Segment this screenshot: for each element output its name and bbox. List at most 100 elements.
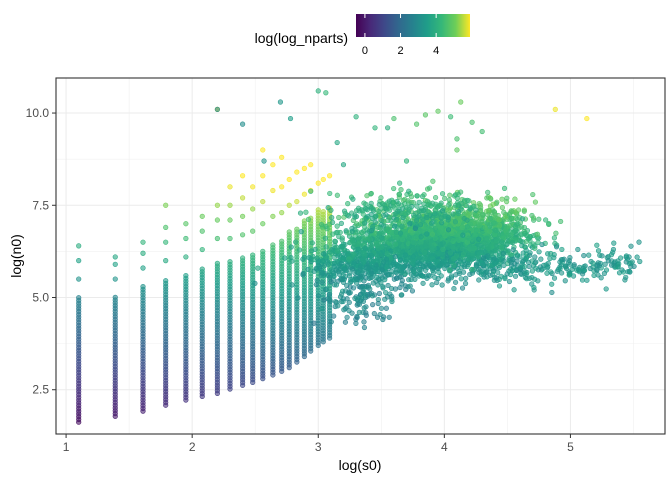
data-point <box>227 235 233 242</box>
data-point <box>523 238 529 245</box>
data-point <box>410 254 416 260</box>
data-point <box>367 236 373 242</box>
data-point <box>549 289 555 296</box>
data-point <box>418 239 424 245</box>
data-point <box>595 248 602 254</box>
data-point <box>501 262 507 269</box>
data-point <box>199 246 205 253</box>
data-point <box>399 223 405 229</box>
data-point <box>432 211 438 217</box>
data-point <box>260 147 266 153</box>
data-point <box>363 275 369 281</box>
data-point <box>392 286 399 292</box>
data-point <box>227 202 233 208</box>
data-point <box>287 115 294 122</box>
data-point <box>311 320 317 326</box>
data-point <box>321 297 327 303</box>
data-point <box>377 251 383 257</box>
data-point <box>458 276 464 282</box>
data-point <box>371 310 377 317</box>
data-point <box>464 224 470 230</box>
data-point <box>414 245 421 251</box>
data-point <box>345 201 351 207</box>
data-point <box>414 203 420 209</box>
data-point <box>608 252 615 258</box>
data-point <box>355 246 361 252</box>
data-point <box>341 266 348 273</box>
data-point <box>594 262 601 268</box>
data-point <box>364 230 370 236</box>
data-point <box>463 275 469 281</box>
data-point <box>584 277 590 283</box>
data-point <box>334 223 340 229</box>
data-point <box>376 231 382 237</box>
data-point <box>637 258 643 265</box>
data-point <box>342 288 349 294</box>
data-point <box>546 220 552 227</box>
y-tick-label: 7.5 <box>32 198 49 212</box>
data-point <box>163 278 169 284</box>
plot-panel <box>55 77 666 435</box>
data-point <box>562 278 568 284</box>
data-point <box>305 216 312 222</box>
data-point <box>451 285 457 292</box>
data-point <box>334 192 340 198</box>
data-point <box>603 286 609 292</box>
data-point <box>370 206 376 212</box>
data-point <box>398 202 405 208</box>
data-point <box>356 309 362 315</box>
data-point <box>429 244 435 250</box>
data-point <box>555 266 561 273</box>
data-point <box>347 279 353 286</box>
data-point <box>471 203 477 209</box>
x-tick-label: 5 <box>567 440 574 454</box>
data-point <box>282 255 288 261</box>
data-point <box>309 248 315 254</box>
data-point <box>453 272 459 278</box>
data-point <box>392 223 398 229</box>
data-point <box>344 304 350 310</box>
data-point <box>526 235 532 241</box>
data-point <box>553 244 560 250</box>
data-point <box>455 191 461 197</box>
data-point <box>384 251 391 257</box>
data-point <box>361 305 367 311</box>
data-point <box>376 201 382 208</box>
data-point <box>214 260 220 266</box>
data-point <box>491 256 498 262</box>
data-point <box>286 176 292 183</box>
data-point <box>533 259 539 265</box>
data-point <box>636 239 642 245</box>
data-point <box>487 228 493 234</box>
data-point <box>510 247 516 253</box>
data-point <box>365 213 371 219</box>
data-point <box>534 231 541 237</box>
data-point <box>214 235 220 242</box>
data-point <box>323 244 329 250</box>
data-point <box>518 238 524 244</box>
data-point <box>333 282 340 288</box>
data-point <box>580 271 586 277</box>
data-point <box>628 243 634 249</box>
data-point <box>388 237 394 243</box>
data-point <box>450 211 456 217</box>
data-point <box>482 224 489 230</box>
data-point <box>469 251 475 257</box>
data-point <box>401 210 407 216</box>
data-point <box>416 213 422 219</box>
data-point <box>453 253 459 259</box>
data-point <box>430 265 437 271</box>
data-point <box>370 280 376 286</box>
data-point <box>551 275 558 281</box>
colorbar-tick-label: 2 <box>397 45 403 57</box>
data-point <box>455 210 461 217</box>
data-point <box>498 244 505 251</box>
data-point <box>336 214 342 221</box>
data-point <box>363 206 369 212</box>
data-point <box>477 242 483 249</box>
data-point <box>551 252 557 258</box>
data-point <box>482 249 488 255</box>
data-point <box>535 239 541 245</box>
data-point <box>416 267 422 273</box>
data-point <box>414 193 420 199</box>
